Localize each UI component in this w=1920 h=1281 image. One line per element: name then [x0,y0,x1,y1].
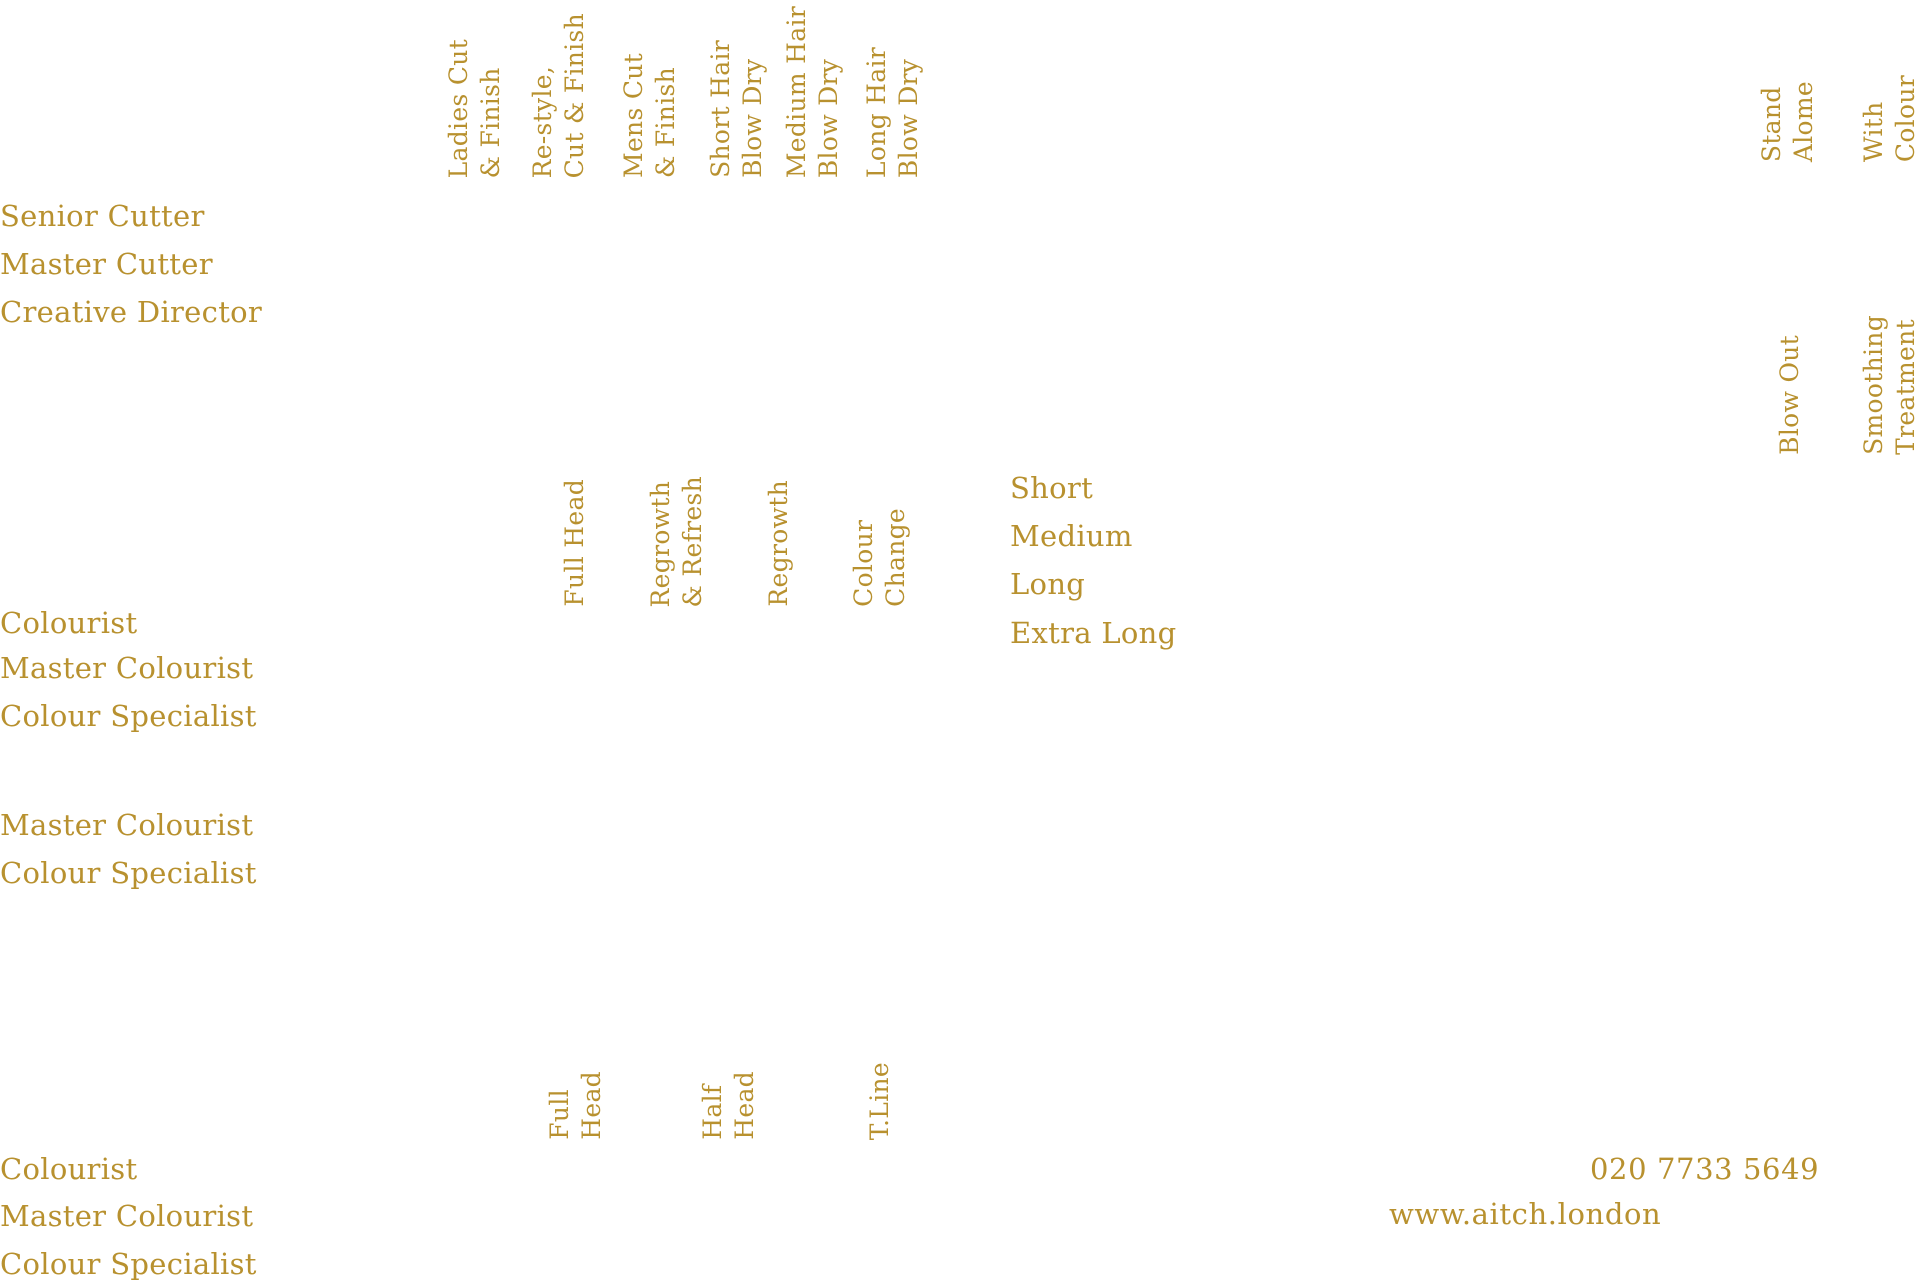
highlight-headers: Full Head Half Head T.Line [0,1062,1920,1140]
cutting-headers: Ladies Cut & Finish Re-style, Cut & Fini… [0,6,1920,178]
treatment-header-blow-out: Blow Out [1775,335,1804,455]
colour-header-full-head: Full Head [560,479,589,607]
cutting-row-senior-cutter: Senior Cutter [0,199,205,233]
colour-headers: Full Head Regrowth & Refresh Regrowth Co… [0,476,1920,607]
treatment-header-with-colour: With Colour [1859,74,1920,162]
length-long: Long [1010,567,1086,601]
toner-row-master-colourist: Master Colourist [0,808,254,842]
treatment-headers-top: Stand Alome With Colour [0,75,1920,162]
colour-header-regrowth-refresh: Regrowth & Refresh [646,475,707,607]
website-link[interactable]: www.aitch.london [1389,1197,1662,1231]
highlight-header-half-head: Half Head [698,1071,759,1140]
colour-header-colour-change: Colour Change [849,508,910,607]
length-medium: Medium [1010,519,1133,553]
highlight-row-master-colourist: Master Colourist [0,1199,254,1233]
phone-number: 020 7733 5649 [1590,1152,1820,1186]
highlight-row-colourist: Colourist [0,1152,138,1186]
length-short: Short [1010,471,1094,505]
treatment-header-stand-alone: Stand Alome [1757,80,1818,162]
treatment-headers-bottom: Blow Out Smoothing Treatment [0,315,1920,455]
length-extra-long: Extra Long [1010,616,1177,650]
colour-row-colourist: Colourist [0,606,138,640]
treatment-header-smoothing: Smoothing Treatment [1859,315,1920,455]
colour-row-master-colourist: Master Colourist [0,651,254,685]
toner-row-colour-specialist: Colour Specialist [0,856,257,890]
highlight-header-t-line: T.Line [865,1061,894,1140]
highlight-row-colour-specialist: Colour Specialist [0,1247,257,1281]
colour-row-colour-specialist: Colour Specialist [0,699,257,733]
cutting-row-creative-director: Creative Director [0,295,263,329]
cutting-row-master-cutter: Master Cutter [0,247,213,281]
colour-header-regrowth: Regrowth [764,480,793,607]
highlight-header-full-head: Full Head [545,1071,606,1140]
